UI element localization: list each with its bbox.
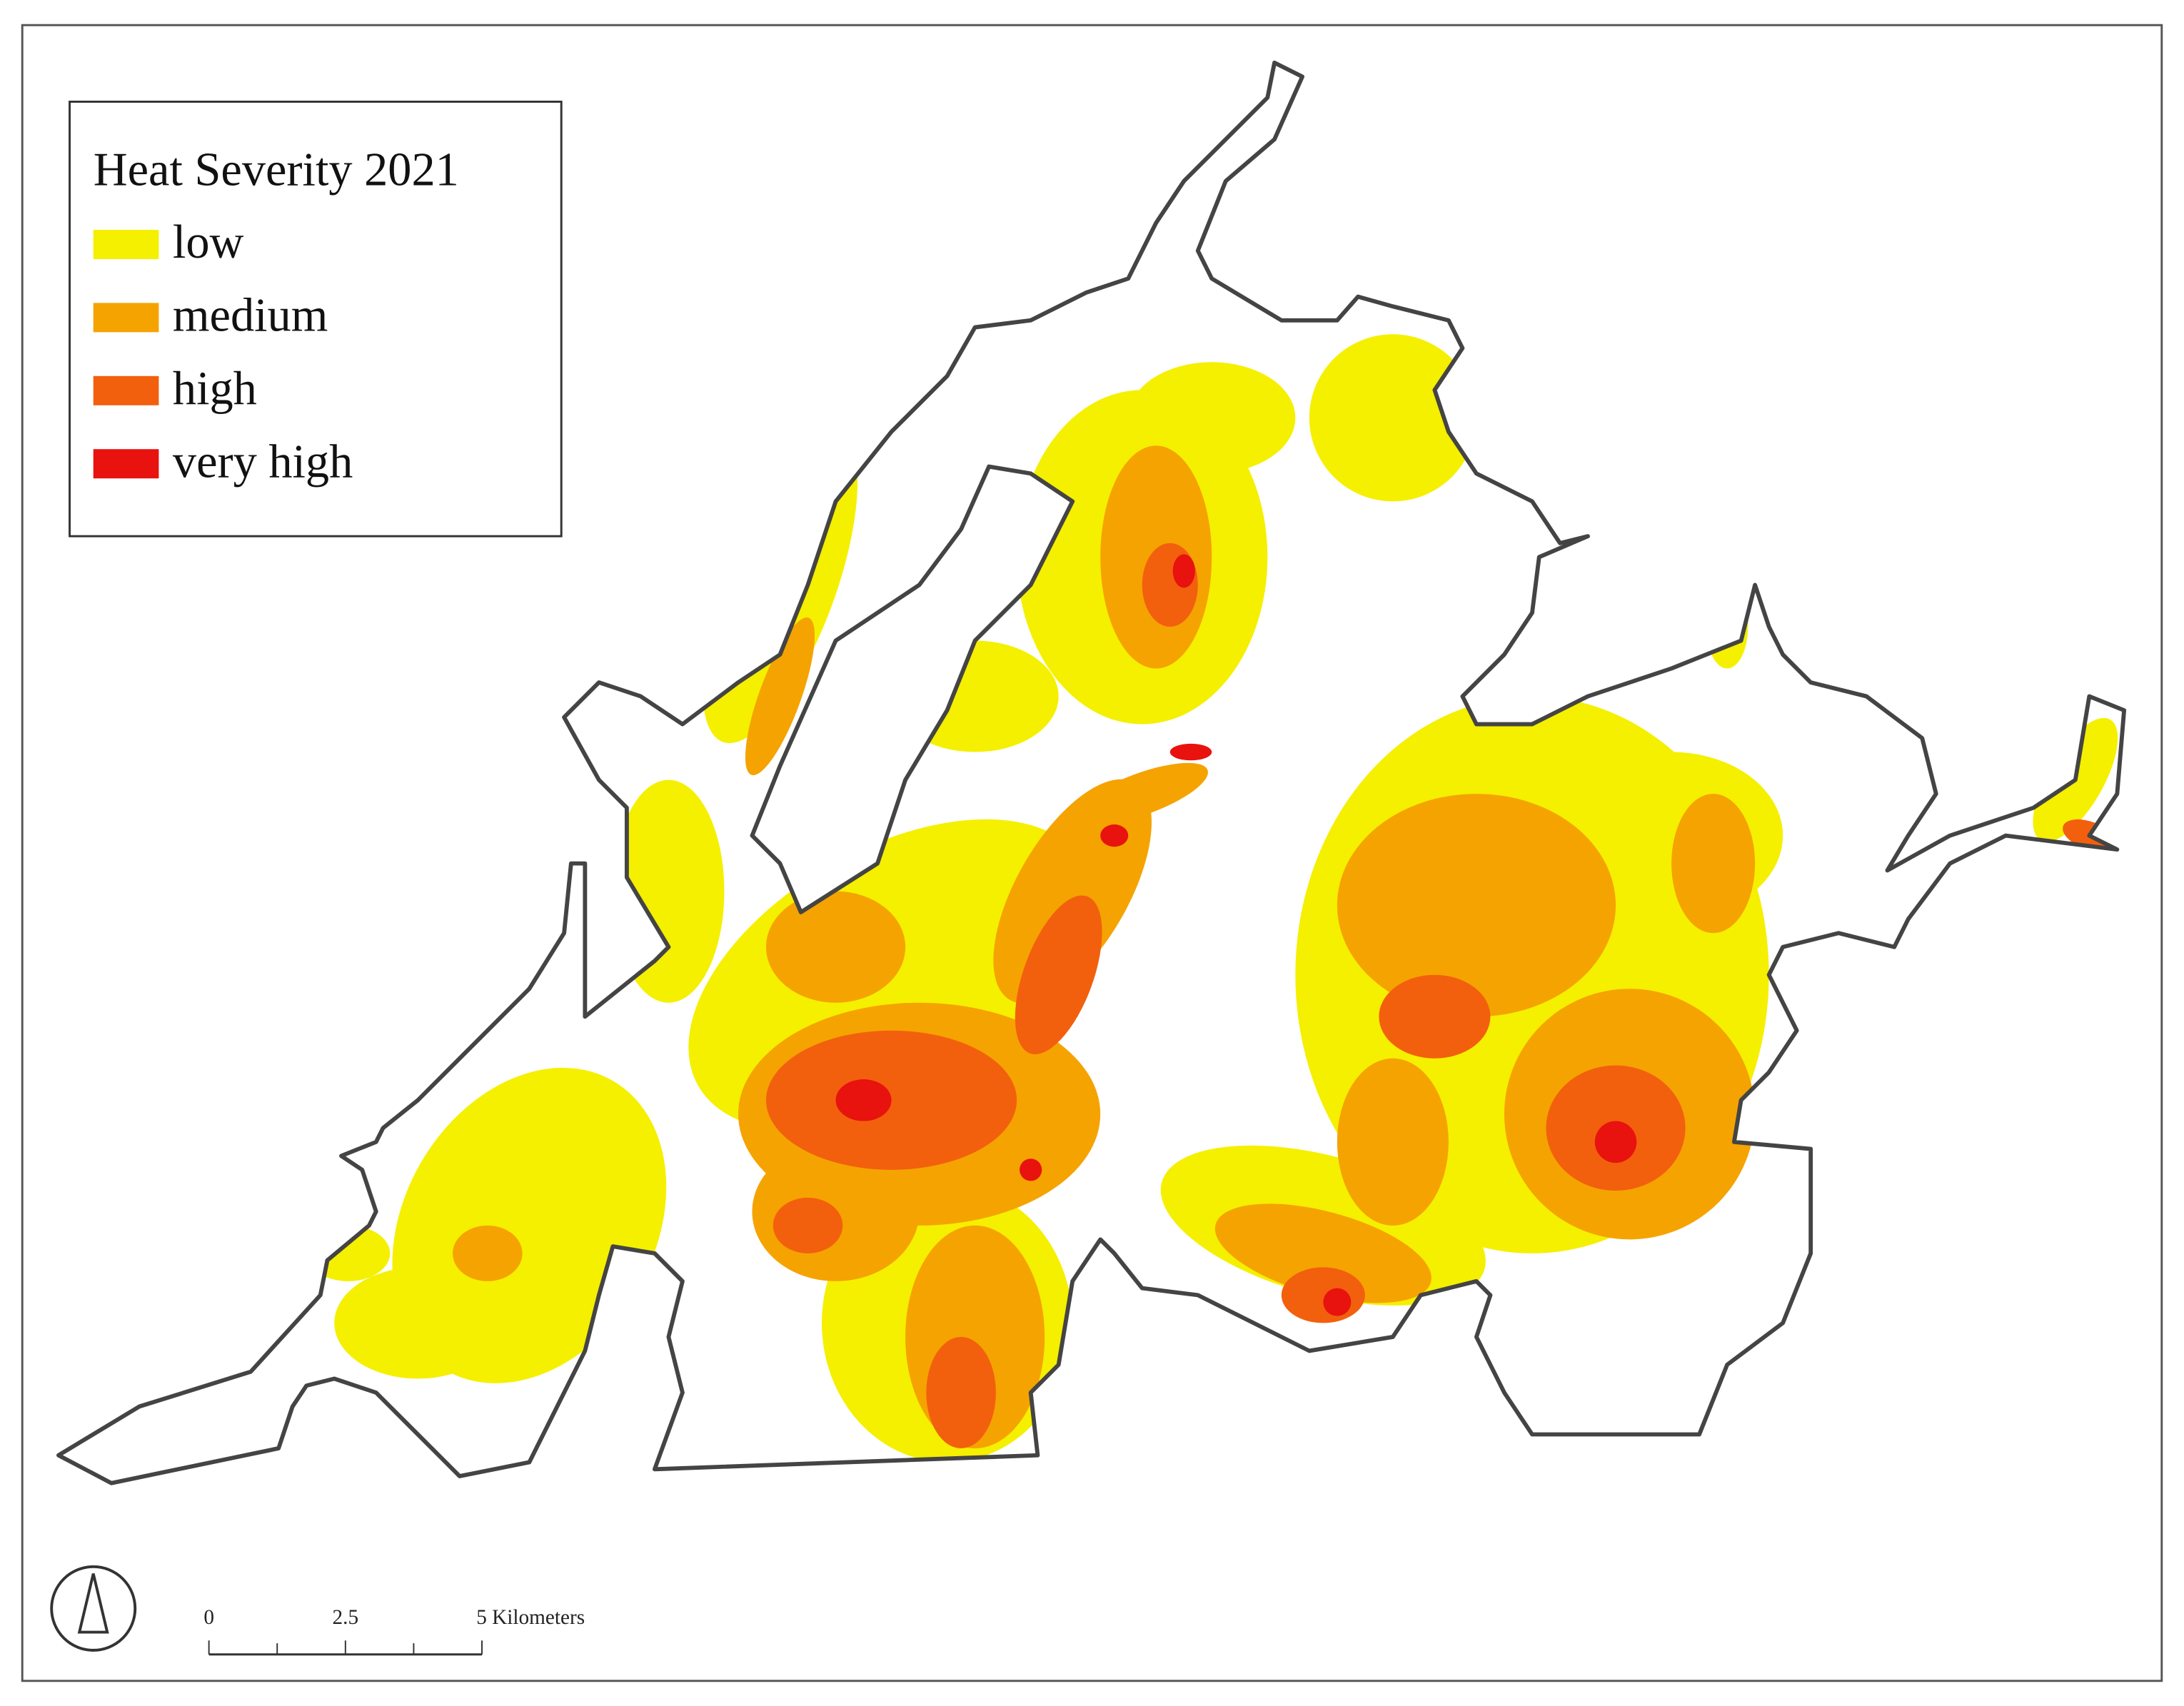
heat-patch xyxy=(835,1079,892,1121)
heat-patch xyxy=(926,1336,996,1449)
legend-swatch xyxy=(93,303,159,333)
excluded-area xyxy=(750,464,1075,914)
heat-patch xyxy=(1337,794,1616,1017)
city-boundary xyxy=(56,60,2127,1485)
legend-label: low xyxy=(173,216,244,268)
legend-label: medium xyxy=(173,289,328,341)
heat-patch xyxy=(1100,824,1129,847)
heat-patch xyxy=(1015,895,1102,1054)
heat-patch xyxy=(1214,1203,1431,1303)
legend-items: low medium high very high xyxy=(93,216,353,488)
scale-bar: 0 2.5 5 Kilometers xyxy=(203,1606,585,1656)
heat-patch xyxy=(1309,334,1476,502)
heat-patch xyxy=(1172,554,1195,588)
heat-patch xyxy=(1323,1288,1352,1316)
heat-patch xyxy=(1020,1159,1042,1181)
scale-label: 5 Kilometers xyxy=(476,1606,585,1629)
heat-patch xyxy=(334,1267,502,1379)
legend-label: high xyxy=(173,363,257,415)
scale-label: 0 xyxy=(203,1606,214,1629)
heat-patch xyxy=(1594,1121,1637,1164)
legend-swatch xyxy=(93,449,159,479)
legend-swatch xyxy=(93,229,159,259)
heat-patch xyxy=(765,891,906,1003)
legend-title: Heat Severity 2021 xyxy=(94,144,459,196)
heat-patch xyxy=(745,617,815,775)
legend-swatch xyxy=(93,375,159,405)
legend-label: very high xyxy=(173,435,353,488)
heat-patch xyxy=(1169,743,1212,761)
heat-patch xyxy=(773,1197,843,1253)
heat-patch xyxy=(1379,974,1491,1059)
north-arrow xyxy=(77,1573,109,1634)
heat-patch xyxy=(1128,362,1296,474)
heat-patch xyxy=(1281,1267,1365,1323)
heat-patch xyxy=(453,1225,523,1281)
heat-patch xyxy=(1671,794,1756,934)
heat-patch xyxy=(1076,762,1208,825)
heat-patch xyxy=(1337,1058,1449,1226)
scale-label: 2.5 xyxy=(333,1606,359,1629)
north-arrow-circle xyxy=(50,1565,137,1652)
